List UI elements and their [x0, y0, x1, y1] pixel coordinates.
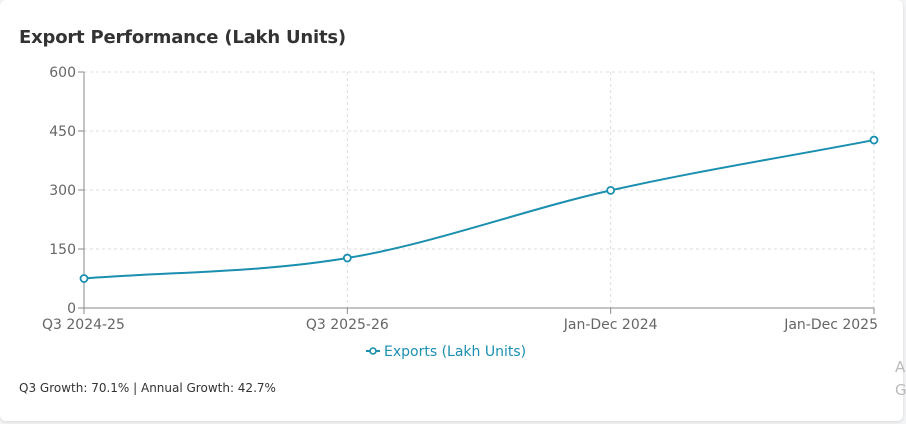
- x-tick-label: Q3 2024-25: [42, 317, 125, 333]
- x-tick-label: Jan-Dec 2024: [563, 317, 658, 333]
- y-tick-label: 600: [49, 65, 76, 81]
- y-tick-label: 300: [49, 183, 76, 199]
- y-tick-label: 450: [49, 124, 76, 140]
- data-point-0: [79, 274, 89, 283]
- y-tick-label: 150: [49, 242, 76, 258]
- data-point-2: [606, 185, 616, 195]
- x-tick-label: Jan-Dec 2025: [783, 317, 878, 333]
- chart-title: Export Performance (Lakh Units): [19, 27, 346, 48]
- y-tick-label: 0: [67, 301, 76, 317]
- clipped-text-fragment-1: A: [895, 358, 906, 376]
- series-line-exports: [83, 139, 875, 280]
- data-point-3: [869, 135, 879, 145]
- x-tick-label: Q3 2025-26: [306, 317, 389, 333]
- clipped-text-fragment-2: G: [895, 381, 906, 399]
- growth-summary: Q3 Growth: 70.1% | Annual Growth: 42.7%: [19, 381, 276, 395]
- data-point-1: [342, 253, 352, 263]
- legend-swatch-marker: [369, 347, 377, 355]
- legend-label: Exports (Lakh Units): [384, 344, 526, 360]
